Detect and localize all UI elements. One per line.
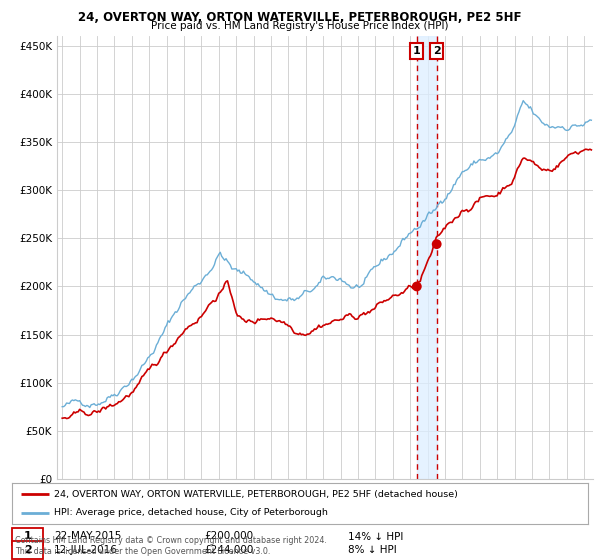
- Text: £200,000: £200,000: [204, 531, 253, 542]
- Text: 24, OVERTON WAY, ORTON WATERVILLE, PETERBOROUGH, PE2 5HF: 24, OVERTON WAY, ORTON WATERVILLE, PETER…: [78, 11, 522, 24]
- Point: [432, 240, 442, 249]
- Text: 22-MAY-2015: 22-MAY-2015: [54, 531, 121, 542]
- Text: 12-JUL-2016: 12-JUL-2016: [54, 545, 118, 555]
- Text: £244,000: £244,000: [204, 545, 253, 555]
- Text: Price paid vs. HM Land Registry's House Price Index (HPI): Price paid vs. HM Land Registry's House …: [151, 21, 449, 31]
- Text: 1: 1: [24, 531, 31, 542]
- Text: 2: 2: [433, 46, 440, 56]
- Text: 8% ↓ HPI: 8% ↓ HPI: [348, 545, 397, 555]
- Text: 1: 1: [413, 46, 421, 56]
- Text: 2: 2: [24, 545, 31, 555]
- Text: HPI: Average price, detached house, City of Peterborough: HPI: Average price, detached house, City…: [54, 508, 328, 517]
- Text: 24, OVERTON WAY, ORTON WATERVILLE, PETERBOROUGH, PE2 5HF (detached house): 24, OVERTON WAY, ORTON WATERVILLE, PETER…: [54, 489, 458, 498]
- Bar: [417, 36, 437, 479]
- Text: 14% ↓ HPI: 14% ↓ HPI: [348, 531, 403, 542]
- Point: [412, 282, 422, 291]
- Text: Contains HM Land Registry data © Crown copyright and database right 2024.
This d: Contains HM Land Registry data © Crown c…: [15, 536, 327, 556]
